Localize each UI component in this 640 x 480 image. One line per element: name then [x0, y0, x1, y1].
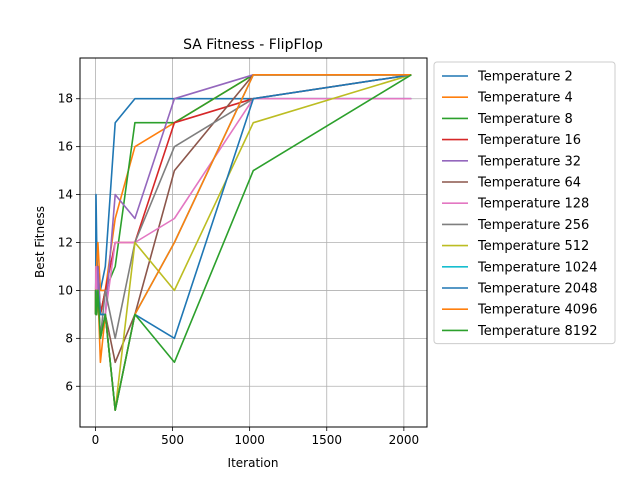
y-axis-label: Best Fitness — [33, 206, 47, 278]
y-tick-label: 6 — [65, 379, 73, 393]
legend-label: Temperature 4096 — [477, 303, 598, 318]
legend-label: Temperature 32 — [477, 154, 581, 169]
legend-label: Temperature 512 — [477, 239, 589, 254]
chart-title: SA Fitness - FlipFlop — [183, 37, 323, 53]
x-tick-label: 2000 — [389, 433, 420, 447]
legend-label: Temperature 1024 — [477, 260, 598, 275]
x-axis-ticks: 0 500 1000 1500 2000 — [92, 427, 420, 447]
y-tick-label: 10 — [58, 283, 73, 297]
legend-label: Temperature 64 — [477, 176, 581, 191]
legend-label: Temperature 128 — [477, 197, 589, 212]
x-axis-label: Iteration — [228, 456, 279, 470]
y-tick-label: 14 — [58, 188, 73, 202]
y-tick-label: 16 — [58, 140, 73, 154]
legend-label: Temperature 8 — [477, 112, 573, 127]
x-tick-label: 0 — [92, 433, 100, 447]
x-tick-label: 1000 — [234, 433, 265, 447]
legend-label: Temperature 16 — [477, 133, 581, 148]
y-tick-label: 12 — [58, 236, 73, 250]
legend-label: Temperature 2048 — [477, 282, 598, 297]
y-tick-label: 8 — [65, 331, 73, 345]
x-tick-label: 1500 — [311, 433, 342, 447]
series-line-0 — [94, 97, 412, 315]
legend-label: Temperature 2 — [477, 70, 573, 85]
series-lines — [94, 74, 412, 412]
legend-label: Temperature 8192 — [477, 324, 598, 339]
legend-label: Temperature 256 — [477, 218, 589, 233]
series-line-12 — [94, 74, 412, 412]
x-tick-label: 500 — [161, 433, 184, 447]
y-axis-ticks: 6 8 10 12 14 16 18 — [58, 92, 80, 393]
y-tick-label: 18 — [58, 92, 73, 106]
legend-box — [433, 61, 616, 345]
legend-label: Temperature 4 — [477, 91, 573, 106]
legend: Temperature 2 Temperature 4 Temperature 8 T… — [433, 61, 616, 345]
series-line-6 — [94, 97, 412, 316]
